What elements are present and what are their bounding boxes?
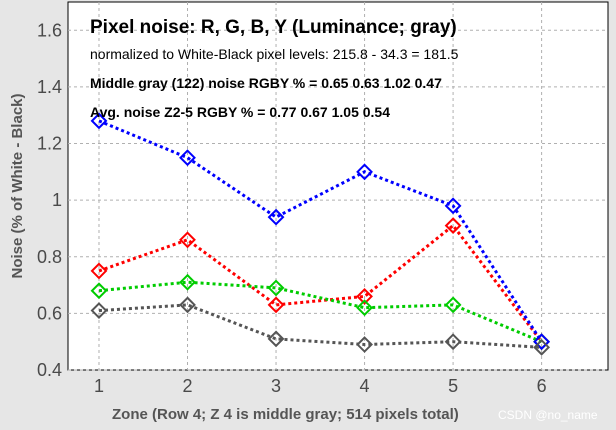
x-tick-label: 5 [448, 376, 458, 396]
data-point-b [444, 197, 462, 215]
data-point-y [179, 296, 196, 314]
y-tick-label: 0.8 [37, 247, 62, 267]
data-point-b [90, 112, 108, 130]
data-point-b [356, 163, 373, 181]
chart-title: Pixel noise: R, G, B, Y (Luminance; gray… [90, 17, 457, 38]
y-tick-labels: 0.4 0.6 0.8 1 1.2 1.4 1.6 [37, 20, 62, 380]
x-tick-label: 1 [94, 376, 104, 396]
x-tick-label: 4 [360, 376, 370, 396]
y-tick-label: 0.6 [37, 303, 62, 323]
data-point-g [90, 282, 108, 300]
x-axis-label: Zone (Row 4; Z 4 is middle gray; 514 pix… [112, 406, 459, 423]
data-point-r [90, 262, 108, 280]
y-tick-label: 1.4 [37, 77, 62, 97]
x-tick-label: 6 [537, 376, 547, 396]
series-y [90, 296, 551, 356]
series-line-r [98, 223, 543, 343]
x-tick-labels: 1 2 3 4 5 6 [94, 376, 547, 396]
data-point-r [444, 217, 462, 235]
watermark: CSDN @no_name [498, 408, 598, 422]
series-line-y [98, 303, 542, 349]
series-b [90, 112, 551, 351]
data-point-y [90, 302, 108, 319]
series-line-g [98, 280, 543, 344]
data-point-g [179, 273, 196, 291]
middle-gray-note: Middle gray (122) noise RGBY % = 0.65 0.… [90, 75, 442, 91]
data-point-g [444, 296, 462, 314]
data-point-r [179, 231, 196, 249]
series-line-b [98, 119, 543, 343]
data-point-g [356, 299, 373, 317]
normalization-note: normalized to White-Black pixel levels: … [90, 46, 459, 62]
data-point-b [533, 333, 551, 351]
y-tick-label: 1 [52, 190, 62, 210]
data-point-b [179, 149, 196, 167]
y-tick-label: 1.2 [37, 134, 62, 154]
data-point-y [356, 336, 373, 353]
series-layer [90, 112, 551, 356]
data-point-y [444, 333, 462, 351]
data-point-r [356, 287, 373, 305]
grid [68, 2, 608, 371]
average-noise-note: Avg. noise Z2-5 RGBY % = 0.77 0.67 1.05 … [90, 104, 390, 120]
data-point-y [267, 330, 285, 348]
data-point-b [267, 208, 285, 226]
y-tick-label: 1.6 [37, 20, 62, 40]
data-point-y [533, 338, 551, 356]
x-tick-label: 2 [183, 376, 193, 396]
y-axis-label: Noise (% of White - Black) [9, 93, 26, 278]
data-point-g [267, 279, 285, 297]
x-tick-label: 3 [271, 376, 281, 396]
y-tick-label: 0.4 [37, 360, 62, 380]
data-point-r [267, 296, 285, 314]
